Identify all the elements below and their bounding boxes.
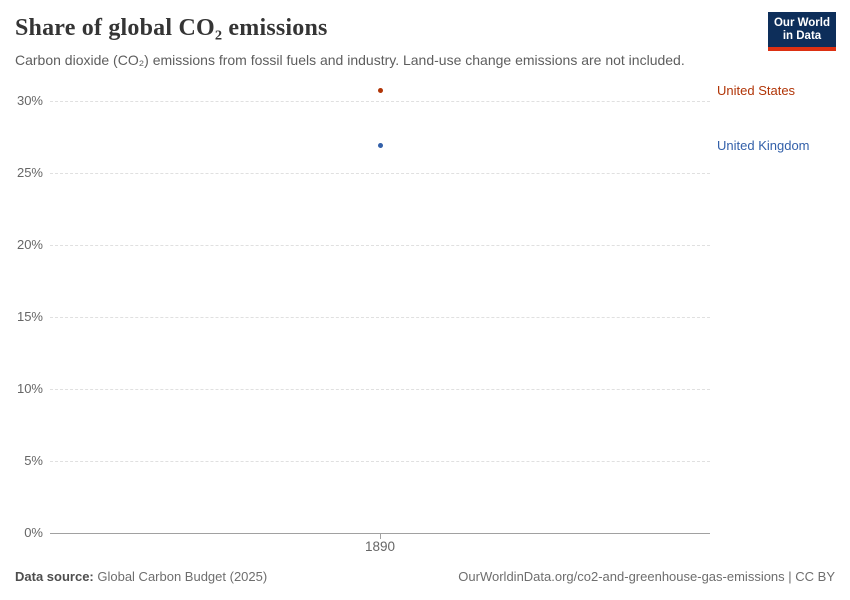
gridline-30 xyxy=(50,101,710,102)
y-axis-tick-label-25: 25% xyxy=(16,165,43,180)
footer-data-source[interactable]: Data source: Global Carbon Budget (2025) xyxy=(15,569,267,584)
gridline-10 xyxy=(50,389,710,390)
y-axis-tick-label-30: 30% xyxy=(16,93,43,108)
gridline-20 xyxy=(50,245,710,246)
data-source-label: Data source: xyxy=(15,569,94,584)
y-axis-tick-label-10: 10% xyxy=(16,381,43,396)
gridline-5 xyxy=(50,461,710,462)
y-axis-tick-label-0: 0% xyxy=(24,525,43,540)
data-point-united-states[interactable] xyxy=(377,88,383,94)
gridline-25 xyxy=(50,173,710,174)
owid-logo-line1: Our World xyxy=(773,16,830,29)
owid-logo-line2: in Data xyxy=(782,29,822,42)
chart-title: Share of global CO₂ emissions xyxy=(15,15,328,41)
chart-subtitle: Carbon dioxide (CO₂) emissions from foss… xyxy=(15,52,685,68)
series-label-united-kingdom[interactable]: United Kingdom xyxy=(717,137,810,153)
data-source-value: Global Carbon Budget (2025) xyxy=(93,569,268,584)
y-axis-tick-label-20: 20% xyxy=(16,237,43,252)
series-label-united-states[interactable]: United States xyxy=(717,82,796,98)
data-point-united-kingdom[interactable] xyxy=(377,143,383,149)
x-axis-tick-mark xyxy=(380,533,381,539)
gridline-15 xyxy=(50,317,710,318)
footer-attribution[interactable]: OurWorldinData.org/co2-and-greenhouse-ga… xyxy=(458,569,835,584)
y-axis-tick-label-5: 5% xyxy=(24,453,43,468)
owid-logo[interactable]: Our World in Data xyxy=(768,12,836,51)
y-axis-tick-label-15: 15% xyxy=(16,309,43,324)
x-axis-tick-label: 1890 xyxy=(364,539,396,554)
